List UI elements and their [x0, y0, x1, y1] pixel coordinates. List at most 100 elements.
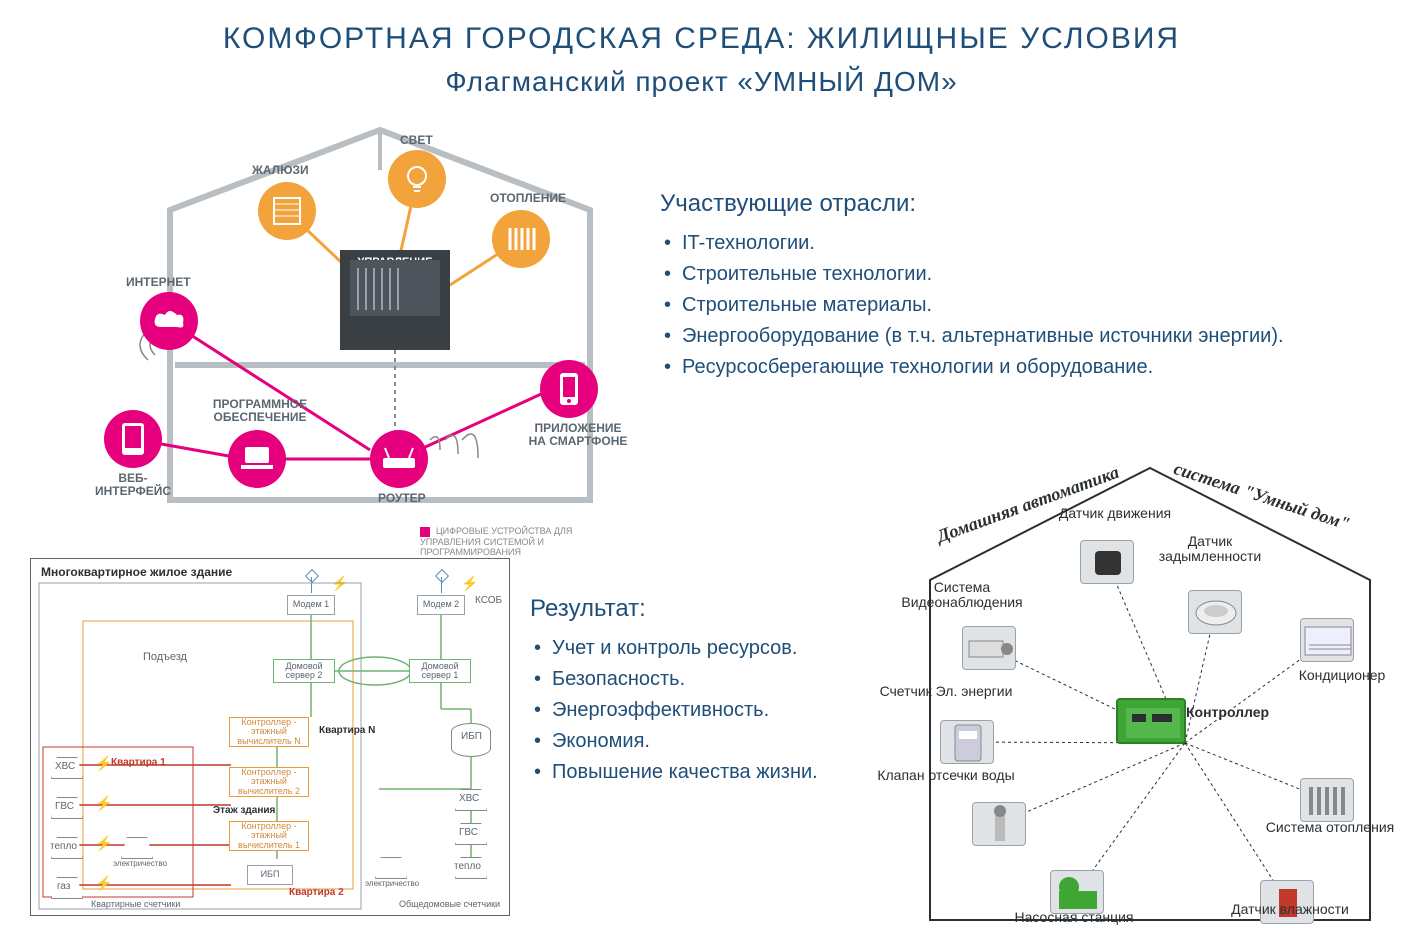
node-router	[370, 430, 428, 488]
lightning-icon: ⚡	[95, 755, 112, 772]
list-item: Энергоэффективность.	[530, 695, 900, 726]
diagram-controller-star: Домашняя автоматика система "Умный дом" …	[900, 450, 1380, 920]
list-item: Безопасность.	[530, 664, 900, 695]
list-item: Энергооборудование (в т.ч. альтернативны…	[660, 321, 1380, 352]
box-ctrl2: Контроллер - этажный вычислитель 2	[229, 767, 309, 797]
device-label-cctv: Система Видеонаблюдения	[892, 580, 1032, 611]
label-app: ПРИЛОЖЕНИЕ НА СМАРТФОНЕ	[518, 422, 638, 448]
label-gas: газ	[57, 881, 70, 892]
router-icon	[379, 446, 419, 472]
device-cctv	[962, 626, 1016, 670]
device-label-pump: Насосная станция	[1004, 910, 1144, 925]
label-ibp: ИБП	[461, 731, 482, 742]
label-common-meters: Общедомовые счетчики	[399, 899, 500, 909]
node-software	[228, 430, 286, 488]
box-ctrlN: Контроллер - этажный вычислитель N	[229, 717, 309, 747]
label-gvs2: ГВС	[459, 827, 478, 838]
label-heating: ОТОПЛЕНИЕ	[490, 192, 566, 205]
label-blinds: ЖАЛЮЗИ	[252, 164, 309, 177]
node-light	[388, 150, 446, 208]
device-label-smoke: Датчик задымленности	[1140, 534, 1280, 565]
meter-icon	[941, 721, 995, 765]
device-valve	[972, 802, 1026, 846]
label-heat: тепло	[50, 841, 77, 852]
label-flat-meters: Квартирные счетчики	[91, 899, 180, 909]
device-meter	[940, 720, 994, 764]
cctv-icon	[963, 627, 1017, 671]
device-label-motion: Датчик движения	[1045, 506, 1185, 521]
device-heating	[1300, 778, 1354, 822]
label-gvs: ГВС	[55, 801, 74, 812]
cloud-icon	[151, 309, 187, 333]
device-label-humid: Датчик влажности	[1220, 902, 1360, 917]
label-light: СВЕТ	[400, 134, 433, 147]
list-item: Строительные материалы.	[660, 290, 1380, 321]
lightbulb-icon	[401, 163, 433, 195]
device-label-ac: Кондиционер	[1272, 668, 1403, 683]
node-internet	[140, 292, 198, 350]
diagram-apartment-building: Многоквартирное жилое здание ⚡ ⚡ Модем 1…	[30, 558, 510, 916]
page-subtitle: Флагманский проект «УМНЫЙ ДОМ»	[0, 66, 1403, 98]
center-label: Контроллер	[1186, 705, 1269, 720]
industries-list: IT-технологии. Строительные технологии. …	[660, 228, 1380, 383]
label-software: ПРОГРАММНОЕ ОБЕСПЕЧЕНИЕ	[200, 398, 320, 424]
controller-device	[1116, 698, 1186, 744]
box-srv2: Домовой сервер 2	[273, 659, 335, 683]
label-elec: электричество	[113, 859, 167, 868]
industries-block: Участвующие отрасли: IT-технологии. Стро…	[660, 190, 1380, 383]
label-elec2: электричество	[365, 879, 419, 888]
device-smoke	[1188, 590, 1242, 634]
valve-icon	[973, 803, 1027, 847]
pcb-icon	[1118, 700, 1188, 746]
tablet-icon	[120, 421, 146, 457]
list-item: IT-технологии.	[660, 228, 1380, 259]
label-internet: ИНТЕРНЕТ	[126, 276, 191, 289]
box-srv1: Домовой сервер 1	[409, 659, 471, 683]
label-hvs2: ХВС	[459, 793, 479, 804]
label-flat2: Квартира 2	[289, 887, 344, 898]
box-ibp2: ИБП	[247, 865, 293, 885]
list-item: Строительные технологии.	[660, 259, 1380, 290]
label-flatN: Квартира N	[319, 725, 375, 736]
laptop-icon	[239, 445, 275, 473]
ac-icon	[1301, 619, 1355, 663]
diagram-smart-house: УПРАВЛЕНИЕ ЖАЛЮЗИ СВЕТ ОТОПЛЕНИЕ ИНТЕРНЕ…	[60, 120, 620, 550]
page-title: КОМФОРТНАЯ ГОРОДСКАЯ СРЕДА: ЖИЛИЩНЫЕ УСЛ…	[0, 22, 1403, 56]
device-pump	[1050, 870, 1104, 914]
device-label-valve: Клапан отсечки воды	[876, 768, 1016, 783]
lightning-icon: ⚡	[95, 875, 112, 892]
box-ctrl1: Контроллер - этажный вычислитель 1	[229, 821, 309, 851]
lightning-icon: ⚡	[95, 795, 112, 812]
smartphone-icon	[558, 371, 580, 407]
device-motion	[1080, 540, 1134, 584]
list-item: Экономия.	[530, 726, 900, 757]
results-heading: Результат:	[530, 595, 900, 623]
lightning-icon: ⚡	[95, 835, 112, 852]
industries-heading: Участвующие отрасли:	[660, 190, 1380, 218]
node-blinds	[258, 182, 316, 240]
blinds-icon	[272, 196, 302, 226]
motion-icon	[1081, 541, 1135, 585]
diagram1-footnote: ЦИФРОВЫЕ УСТРОЙСТВА ДЛЯ УПРАВЛЕНИЯ СИСТЕ…	[420, 526, 620, 557]
device-label-meter: Счетчик Эл. энергии	[876, 684, 1016, 699]
label-web: ВЕБ- ИНТЕРФЕЙС	[88, 472, 178, 498]
label-podiezd: Подъезд	[143, 651, 187, 663]
title-block: КОМФОРТНАЯ ГОРОДСКАЯ СРЕДА: ЖИЛИЩНЫЕ УСЛ…	[0, 0, 1403, 98]
radiator-icon	[504, 224, 538, 254]
node-web	[104, 410, 162, 468]
control-panel: УПРАВЛЕНИЕ	[340, 250, 450, 350]
list-item: Учет и контроль ресурсов.	[530, 633, 900, 664]
node-heating	[492, 210, 550, 268]
list-item: Повышение качества жизни.	[530, 757, 900, 788]
device-label-heating: Система отопления	[1260, 820, 1400, 835]
label-heat2: тепло	[454, 861, 481, 872]
heating-icon	[1301, 779, 1355, 823]
device-ac	[1300, 618, 1354, 662]
node-app	[540, 360, 598, 418]
smoke-icon	[1189, 591, 1243, 635]
results-block: Результат: Учет и контроль ресурсов. Без…	[530, 595, 900, 788]
list-item: Ресурсосберегающие технологии и оборудов…	[660, 352, 1380, 383]
label-hvs: ХВС	[55, 761, 75, 772]
label-router: РОУТЕР	[378, 492, 426, 505]
results-list: Учет и контроль ресурсов. Безопасность. …	[530, 633, 900, 788]
